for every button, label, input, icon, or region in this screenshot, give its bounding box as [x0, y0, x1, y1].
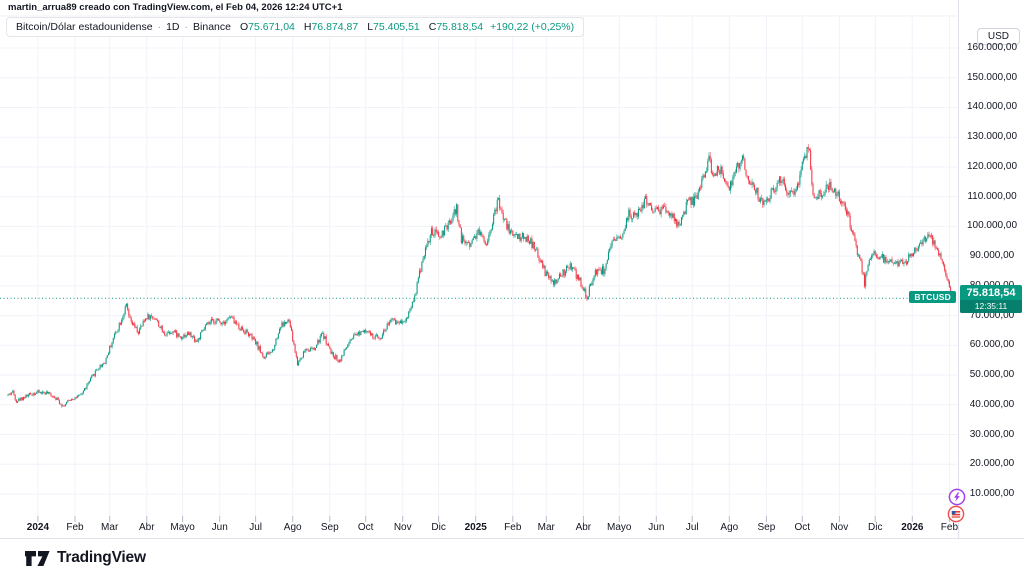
time-axis-label: Mar: [101, 522, 119, 533]
ohlc-open: O75.671,04: [239, 21, 295, 33]
footer-bar: TradingView: [0, 539, 1024, 577]
chart-plot-area[interactable]: Bitcoin/Dólar estadounidense · 1D · Bina…: [0, 0, 958, 538]
price-axis-label: 50.000,00: [969, 369, 1015, 381]
ohlc-high: H76.874,87: [303, 21, 359, 33]
time-axis-label: Feb: [940, 522, 959, 533]
ohlc-low: L75.405,51: [367, 21, 420, 33]
price-axis-label: 110.000,00: [967, 190, 1017, 202]
time-axis-label: Nov: [830, 522, 849, 533]
legend-separator: ·: [157, 21, 162, 33]
time-axis-label: Mar: [537, 522, 555, 533]
price-axis-label: 10.000,00: [969, 488, 1015, 499]
time-axis-label: Jul: [249, 522, 263, 533]
time-axis-label: Ago: [283, 522, 302, 533]
time-axis-label: Oct: [794, 522, 811, 533]
price-axis-label: 160.000,00: [966, 42, 1018, 53]
time-axis-label: Abr: [575, 522, 592, 533]
price-axis-label: 60.000,00: [969, 339, 1015, 351]
symbol-title: Bitcoin/Dólar estadounidense: [16, 21, 153, 33]
time-axis-label: Oct: [357, 522, 374, 533]
tradingview-logo-icon: [25, 550, 50, 566]
time-axis-label: Mayo: [607, 522, 632, 533]
price-axis-label: 120.000,00: [966, 160, 1018, 172]
price-axis-label: 140.000,00: [966, 101, 1018, 113]
price-axis-label: 150.000,00: [966, 71, 1018, 83]
candlestick-chart[interactable]: [0, 0, 958, 538]
footer-divider: [0, 538, 1024, 539]
bar-countdown: 12:35:11: [960, 300, 1022, 314]
attribution-text: martin_arrua89 creado con TradingView.co…: [8, 2, 343, 13]
price-axis-label: 40.000,00: [969, 398, 1015, 410]
price-axis-label: 20.000,00: [969, 458, 1015, 470]
time-axis-label: 2024: [26, 522, 50, 533]
time-axis[interactable]: 2024 Feb Mar Abr Mayo Jun Jul Ago Sep Oct Nov Dic 20…: [0, 516, 958, 538]
price-axis-label: 100.000,00: [966, 220, 1018, 232]
time-axis-label: Feb: [504, 522, 522, 533]
last-price-label: 75.818,54 12:35:11: [960, 285, 1022, 314]
time-axis-label: Ago: [720, 522, 739, 533]
time-axis-label: Sep: [320, 522, 339, 533]
time-axis-label: Jul: [685, 522, 699, 533]
time-axis-label: Jun: [648, 522, 665, 533]
time-axis-label: Jun: [211, 522, 228, 533]
price-axis-label: 30.000,00: [969, 428, 1015, 440]
time-axis-label: Nov: [393, 522, 412, 533]
price-axis[interactable]: USD 160.000,00 150.000,00 140.000,00 130.00…: [958, 0, 1024, 538]
us-economic-events-icon[interactable]: [947, 505, 965, 523]
time-axis-label: Dic: [868, 522, 883, 533]
price-axis-label: 130.000,00: [966, 131, 1018, 143]
currency-toggle-button[interactable]: USD: [976, 28, 1020, 45]
tradingview-logo[interactable]: TradingView: [25, 549, 146, 567]
price-axis-label: 90.000,00: [969, 250, 1015, 262]
change-label: +190,22 (+0,25%): [490, 21, 575, 33]
time-axis-label: Dic: [431, 522, 446, 533]
time-axis-label: Abr: [138, 522, 155, 533]
time-axis-label: 2026: [901, 522, 924, 533]
legend-separator: ·: [184, 21, 189, 33]
ohlc-close: C75.818,54: [428, 21, 484, 33]
price-axis-label: 70.000,00: [969, 309, 1015, 321]
events-lightning-icon[interactable]: [948, 488, 966, 506]
chart-legend[interactable]: Bitcoin/Dólar estadounidense · 1D · Bina…: [6, 17, 585, 37]
time-axis-label: Sep: [757, 522, 776, 533]
interval-label: 1D: [166, 21, 180, 33]
last-price-value: 75.818,54: [966, 287, 1016, 300]
tradingview-logo-text: TradingView: [57, 549, 146, 566]
price-line-symbol-badge: BTCUSD: [909, 291, 956, 304]
time-axis-label: Mayo: [170, 522, 195, 533]
time-axis-label: Feb: [66, 522, 84, 533]
time-axis-label: 2025: [464, 522, 487, 533]
exchange-label: Binance: [193, 21, 231, 33]
